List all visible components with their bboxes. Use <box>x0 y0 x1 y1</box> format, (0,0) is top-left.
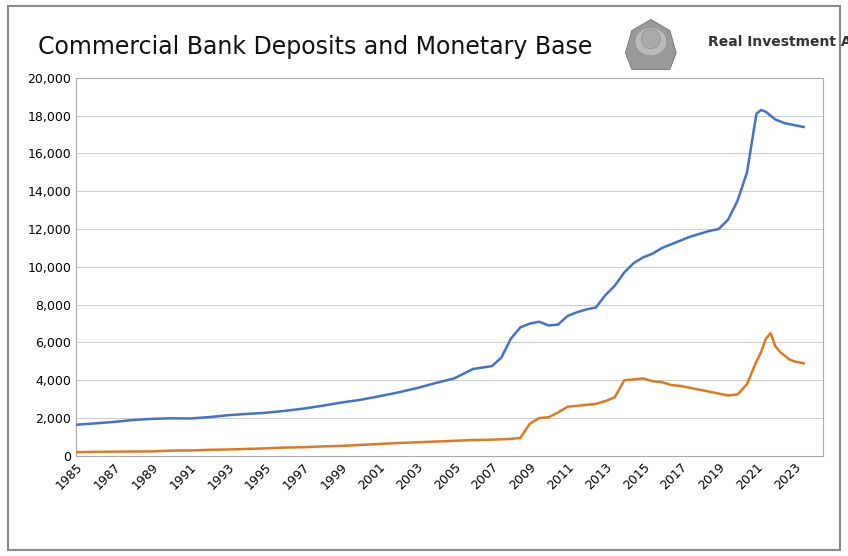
Text: Real Investment Advice: Real Investment Advice <box>708 34 848 49</box>
Text: Commercial Bank Deposits and Monetary Base: Commercial Bank Deposits and Monetary Ba… <box>38 35 593 59</box>
Ellipse shape <box>635 28 667 56</box>
Ellipse shape <box>641 29 661 49</box>
PathPatch shape <box>625 19 677 70</box>
